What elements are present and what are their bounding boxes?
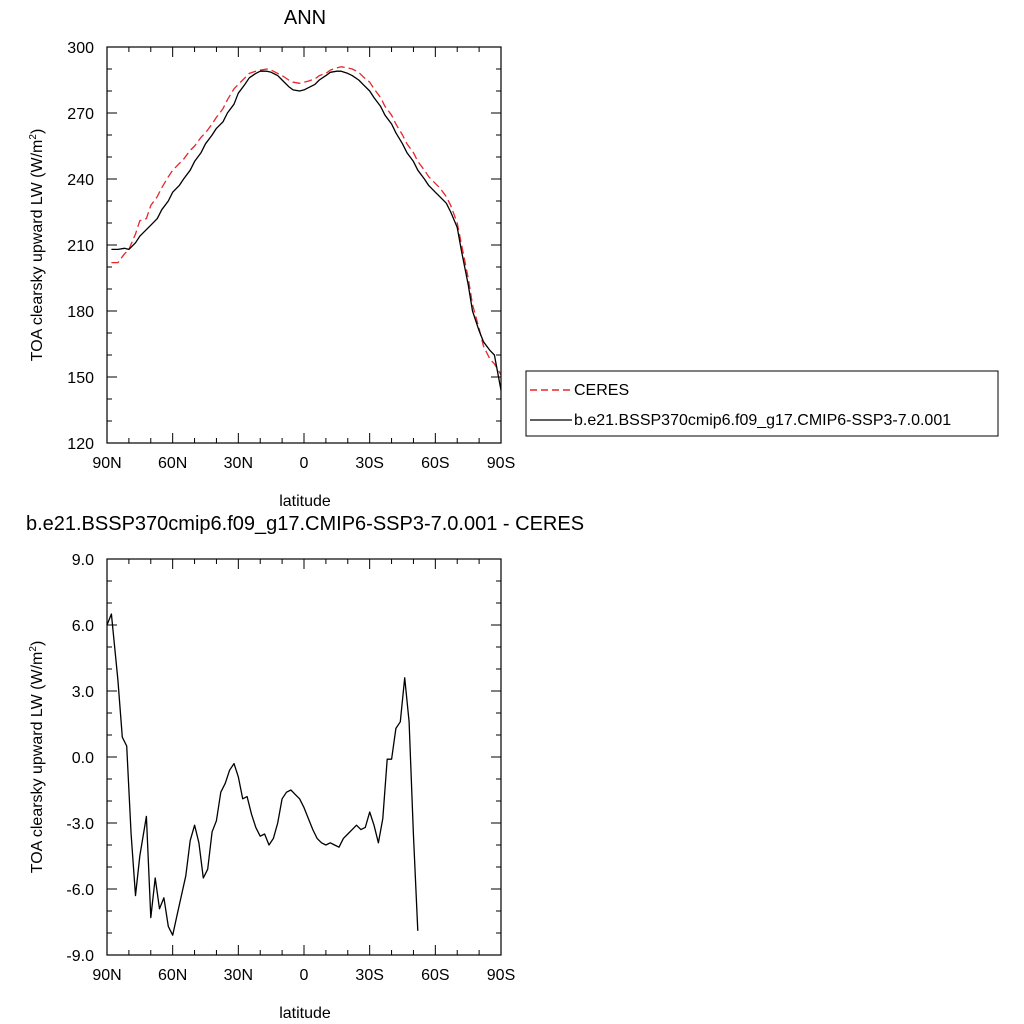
x-tick-label: 0 xyxy=(300,455,309,472)
x-axis-label: latitude xyxy=(279,1005,331,1022)
chart-title: ANN xyxy=(284,7,326,29)
x-tick-label: 30S xyxy=(355,455,383,472)
top-panel: ANN 90N 60N 30N 0 30S 60S 90S 120 150 180 210 240 2… xyxy=(28,7,515,510)
y-tick-label: -3.0 xyxy=(66,816,94,833)
y-tick-label: -6.0 xyxy=(66,882,94,899)
series-line-1 xyxy=(111,70,502,391)
x-tick-labels: 90N 60N 30N 0 30S 60S 90S xyxy=(92,455,515,472)
x-tick-label: 30N xyxy=(224,967,253,984)
legend-ceres-label: CERES xyxy=(574,382,629,399)
x-tick-label: 90S xyxy=(487,455,515,472)
y-tick-labels: -9.0 -6.0 -3.0 0.0 3.0 6.0 9.0 xyxy=(66,552,94,965)
x-tick-label: 30N xyxy=(224,455,253,472)
x-tick-label: 0 xyxy=(300,967,309,984)
difference-chart-title: b.e21.BSSP370cmip6.f09_g17.CMIP6-SSP3-7.… xyxy=(26,513,584,535)
series-lines xyxy=(111,66,502,391)
y-tick-label: 210 xyxy=(67,238,94,255)
series-line-0 xyxy=(106,613,419,936)
y-tick-label: -9.0 xyxy=(66,948,94,965)
legend: CERES b.e21.BSSP370cmip6.f09_g17.CMIP6-S… xyxy=(525,370,999,437)
y-tick-label: 3.0 xyxy=(72,684,94,701)
x-tick-label: 90S xyxy=(487,967,515,984)
x-tick-label: 60S xyxy=(421,455,449,472)
y-axis-label: TOA clearsky upward LW (W/m2) xyxy=(28,641,46,874)
y-tick-label: 0.0 xyxy=(72,750,94,767)
y-tick-label: 120 xyxy=(67,436,94,453)
x-tick-label: 60S xyxy=(421,967,449,984)
y-tick-label: 300 xyxy=(67,40,94,57)
y-tick-label: 6.0 xyxy=(72,618,94,635)
legend-box xyxy=(525,370,999,437)
y-tick-label: 180 xyxy=(67,304,94,321)
tick-marks xyxy=(106,46,502,444)
x-tick-labels: 90N 60N 30N 0 30S 60S 90S xyxy=(92,967,515,984)
x-axis-label: latitude xyxy=(279,493,331,510)
y-axis-label: TOA clearsky upward LW (W/m2) xyxy=(28,129,46,362)
x-tick-label: 60N xyxy=(158,967,187,984)
y-tick-label: 150 xyxy=(67,370,94,387)
y-tick-label: 270 xyxy=(67,106,94,123)
x-tick-label: 90N xyxy=(92,455,121,472)
tick-marks xyxy=(106,558,502,956)
bottom-panel: b.e21.BSSP370cmip6.f09_g17.CMIP6-SSP3-7.… xyxy=(26,513,584,1022)
series-lines xyxy=(106,613,419,936)
y-tick-labels: 120 150 180 210 240 270 300 xyxy=(67,40,94,453)
x-tick-label: 90N xyxy=(92,967,121,984)
series-line-0 xyxy=(111,66,502,376)
plot-frame xyxy=(106,558,502,956)
legend-model-label: b.e21.BSSP370cmip6.f09_g17.CMIP6-SSP3-7.… xyxy=(574,412,951,429)
y-tick-label: 9.0 xyxy=(72,552,94,569)
plot-frame xyxy=(106,46,502,444)
x-tick-label: 30S xyxy=(355,967,383,984)
x-tick-label: 60N xyxy=(158,455,187,472)
y-tick-label: 240 xyxy=(67,172,94,189)
